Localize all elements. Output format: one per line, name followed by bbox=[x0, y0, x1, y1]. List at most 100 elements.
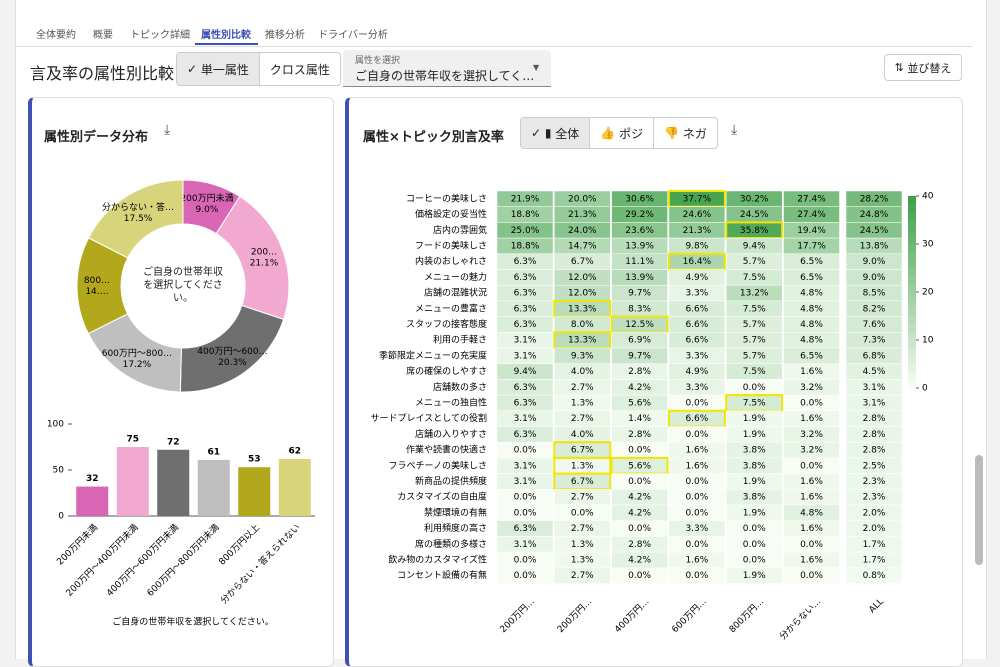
row-label: メニューの魅力 bbox=[424, 271, 487, 283]
cell-label: 6.3% bbox=[514, 320, 537, 330]
row-label: 新商品の提供頻度 bbox=[415, 475, 487, 487]
row-label: 席の確保のしやすさ bbox=[406, 365, 487, 377]
bar bbox=[116, 447, 149, 516]
cell-label: 9.8% bbox=[685, 241, 708, 251]
toggle-label: ネガ bbox=[682, 126, 707, 141]
cell-label: 18.8% bbox=[511, 241, 540, 251]
cell-label: 8.2% bbox=[863, 304, 886, 314]
cell-label: 4.8% bbox=[800, 289, 823, 299]
cell-label: 3.2% bbox=[800, 430, 823, 440]
toggle[interactable]: 👎 ネガ bbox=[664, 126, 707, 141]
tab[interactable]: トピック詳細 bbox=[130, 30, 190, 41]
cell-label: 18.8% bbox=[511, 210, 540, 220]
donut-slice bbox=[87, 179, 184, 259]
row-label: スタッフの接客態度 bbox=[406, 318, 487, 330]
cell-label: 1.6% bbox=[800, 493, 823, 503]
card-title: 属性×トピック別言及率 bbox=[363, 130, 504, 145]
slice-label: 200万円未満 bbox=[180, 192, 233, 204]
cell-label: 13.3% bbox=[568, 336, 597, 346]
cell-label: 13.9% bbox=[625, 273, 654, 283]
cell-label: 4.2% bbox=[628, 508, 651, 518]
cell-label: 28.2% bbox=[860, 194, 889, 204]
cell-label: 1.7% bbox=[863, 540, 886, 550]
bar bbox=[157, 449, 190, 516]
tab[interactable]: 概要 bbox=[93, 30, 113, 41]
cell-label: 27.4% bbox=[797, 194, 826, 204]
cell-label: 21.3% bbox=[683, 226, 712, 236]
bar bbox=[278, 458, 311, 516]
slice-label: 600万円〜800… bbox=[102, 348, 172, 359]
cell-label: 1.6% bbox=[800, 477, 823, 487]
tab[interactable]: 全体要約 bbox=[36, 30, 76, 41]
heatmap-cell bbox=[554, 567, 611, 584]
cell-label: 1.9% bbox=[743, 508, 766, 518]
cell-label: 2.8% bbox=[863, 430, 886, 440]
row-label: メニューの独自性 bbox=[415, 396, 487, 408]
cell-label: 9.4% bbox=[514, 367, 537, 377]
row-label: 季節限定メニューの充実度 bbox=[379, 349, 487, 361]
sort-button[interactable]: ⇅ 並び替え bbox=[884, 54, 962, 81]
toggle[interactable]: クロス属性 bbox=[269, 62, 330, 77]
cell-label: 0.0% bbox=[628, 477, 651, 487]
cell-label: 3.8% bbox=[743, 461, 766, 471]
toggle[interactable]: 👍 ポジ bbox=[590, 118, 655, 148]
tab[interactable]: ドライバー分析 bbox=[318, 30, 388, 41]
donut-center-label: ご自身の世帯年収を選択してください。 bbox=[143, 267, 223, 304]
download-icon[interactable]: ⤓ bbox=[164, 122, 171, 138]
cell-label: 3.2% bbox=[800, 383, 823, 393]
cell-label: 2.3% bbox=[863, 493, 886, 503]
cell-label: 0.0% bbox=[743, 540, 766, 550]
cell-label: 24.5% bbox=[740, 210, 769, 220]
cell-label: 0.0% bbox=[685, 571, 708, 581]
cell-label: 0.0% bbox=[685, 477, 708, 487]
toggle-selected[interactable]: ✓ 単一属性 bbox=[177, 53, 260, 85]
cell-label: 25.0% bbox=[511, 226, 540, 236]
cell-label: 3.3% bbox=[685, 524, 708, 534]
heatmap-cell bbox=[845, 567, 903, 584]
cell-label: 7.6% bbox=[863, 320, 886, 330]
cell-label: 24.0% bbox=[568, 226, 597, 236]
cell-label: 3.8% bbox=[743, 493, 766, 503]
row-label: 店内の雰囲気 bbox=[433, 224, 487, 236]
cell-label: 6.6% bbox=[685, 320, 708, 330]
cell-label: 6.3% bbox=[514, 524, 537, 534]
cell-label: 21.9% bbox=[511, 194, 540, 204]
toggle-label: 単一属性 bbox=[200, 62, 249, 77]
cell-label: 14.7% bbox=[568, 241, 597, 251]
tab-active[interactable]: 属性別比較 bbox=[201, 30, 251, 41]
cell-label: 7.5% bbox=[743, 398, 766, 408]
toggle-selected[interactable]: ✓ ▮ 全体 bbox=[521, 118, 591, 148]
cell-label: 7.5% bbox=[743, 367, 766, 377]
divider bbox=[15, 46, 972, 47]
tab[interactable]: 推移分析 bbox=[265, 30, 305, 41]
cell-label: 6.3% bbox=[514, 383, 537, 393]
cell-label: 0.0% bbox=[628, 524, 651, 534]
row-label: メニューの豊富さ bbox=[415, 302, 487, 314]
row-label: 利用の手軽さ bbox=[433, 334, 487, 346]
cell-label: 4.2% bbox=[628, 555, 651, 565]
cell-label: 0.0% bbox=[514, 446, 537, 456]
cell-label: 13.9% bbox=[625, 241, 654, 251]
data-label: 32 bbox=[86, 474, 99, 484]
bar bbox=[76, 486, 109, 516]
cell-label: 0.0% bbox=[800, 540, 823, 550]
cell-label: 5.7% bbox=[743, 257, 766, 267]
cell-label: 2.0% bbox=[863, 524, 886, 534]
download-icon[interactable]: ⤓ bbox=[731, 122, 738, 138]
cell-label: 2.7% bbox=[571, 571, 594, 581]
x-tick-label: 800万円以上 bbox=[217, 522, 262, 567]
cell-label: 6.7% bbox=[571, 477, 594, 487]
cell-label: 2.3% bbox=[863, 477, 886, 487]
select[interactable]: 属性を選択 ご自身の世帯年収を選択してく… ▼ bbox=[343, 50, 551, 87]
x-tick-label: 200万円未満 bbox=[54, 521, 100, 567]
cell-label: 13.8% bbox=[860, 241, 889, 251]
cell-label: 2.7% bbox=[571, 383, 594, 393]
cell-label: 2.8% bbox=[628, 430, 651, 440]
cell-label: 21.3% bbox=[568, 210, 597, 220]
select-label: 属性を選択 bbox=[355, 56, 401, 66]
toggle-label: ポジ bbox=[619, 126, 644, 141]
cell-label: 1.6% bbox=[800, 367, 823, 377]
row-label: カスタマイズの自由度 bbox=[397, 491, 487, 503]
scrollbar-thumb[interactable] bbox=[975, 455, 983, 565]
